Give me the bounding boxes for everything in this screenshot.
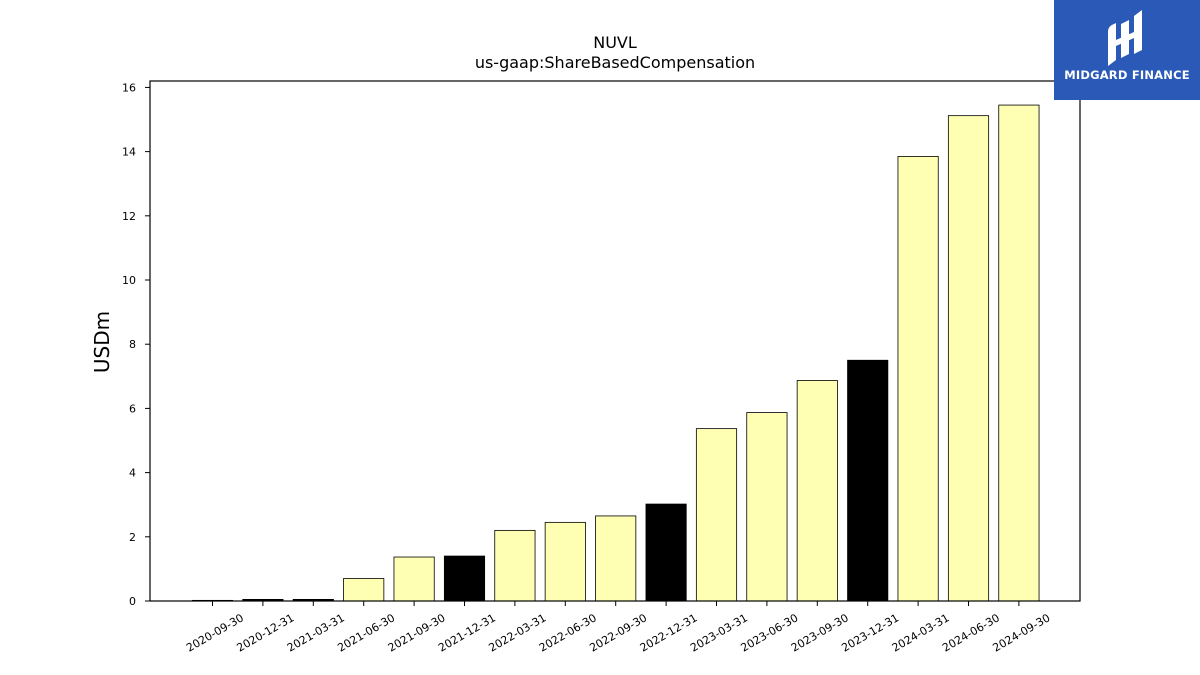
midgard-logo-icon bbox=[1108, 10, 1142, 66]
bar-2024-03-31 bbox=[897, 156, 939, 602]
bar-2023-06-30 bbox=[746, 412, 788, 602]
y-tick-label: 16 bbox=[122, 81, 136, 94]
y-ticks-group: 0 2 4 6 8 10 12 14 16 bbox=[122, 81, 150, 608]
y-tick-label: 12 bbox=[122, 210, 136, 223]
bar-2022-12-31 bbox=[645, 503, 687, 602]
bar-2023-09-30 bbox=[796, 380, 838, 602]
bar-2022-09-30 bbox=[595, 515, 637, 602]
plot-frame bbox=[149, 80, 1081, 602]
bar-2023-12-31 bbox=[847, 359, 889, 602]
bars-group bbox=[191, 104, 1040, 602]
x-tick-label: 2024-09-30 bbox=[991, 611, 1053, 654]
x-ticks-group: 2020-09-302020-12-312021-03-312021-06-30… bbox=[184, 601, 1052, 655]
bar-2021-06-30 bbox=[343, 578, 385, 602]
y-tick-label: 2 bbox=[129, 531, 136, 544]
bar-2022-03-31 bbox=[494, 529, 536, 602]
bar-2021-12-31 bbox=[443, 555, 486, 602]
y-axis-label: USDm bbox=[90, 311, 114, 373]
y-tick-label: 4 bbox=[129, 467, 136, 480]
bar-2024-09-30 bbox=[998, 104, 1040, 602]
brand-name: MIDGARD FINANCE bbox=[1064, 68, 1190, 82]
y-tick-label: 10 bbox=[122, 274, 136, 287]
y-tick-label: 0 bbox=[129, 595, 136, 608]
bar-2022-06-30 bbox=[544, 521, 586, 602]
brand-logo: MIDGARD FINANCE bbox=[1054, 0, 1200, 100]
y-tick-label: 14 bbox=[122, 146, 136, 159]
chart-title: NUVL bbox=[593, 33, 637, 52]
bar-2021-09-30 bbox=[393, 556, 435, 602]
bar-2023-03-31 bbox=[695, 428, 738, 602]
y-tick-label: 6 bbox=[129, 402, 136, 415]
chart-subtitle: us-gaap:ShareBasedCompensation bbox=[475, 53, 755, 72]
bar-2024-06-30 bbox=[947, 115, 990, 602]
y-tick-label: 8 bbox=[129, 338, 136, 351]
